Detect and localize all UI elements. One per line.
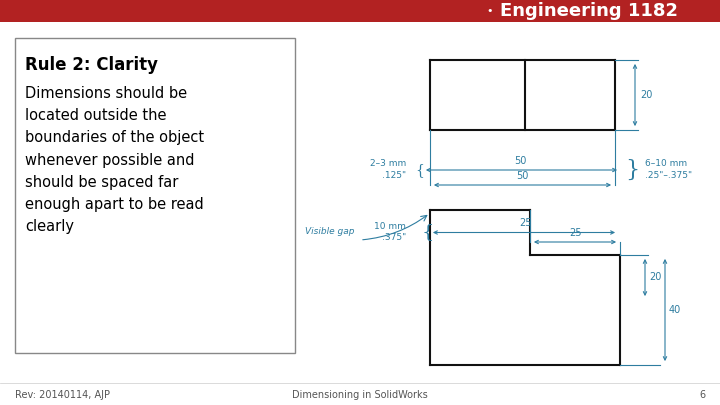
Text: 2–3 mm: 2–3 mm (370, 160, 406, 168)
Text: Visible gap: Visible gap (305, 228, 354, 237)
Text: 50: 50 (514, 156, 526, 166)
Text: {: { (422, 224, 434, 241)
Text: Dimensions should be
located outside the
boundaries of the object
whenever possi: Dimensions should be located outside the… (25, 86, 204, 234)
Text: Engineering 1182: Engineering 1182 (500, 2, 678, 20)
Text: 25: 25 (569, 228, 581, 238)
Text: 6: 6 (699, 390, 705, 400)
Text: Dimensioning in SolidWorks: Dimensioning in SolidWorks (292, 390, 428, 400)
Text: .375": .375" (382, 233, 406, 242)
Text: Rev: 20140114, AJP: Rev: 20140114, AJP (15, 390, 110, 400)
Text: 10 mm: 10 mm (374, 222, 406, 231)
Text: 20: 20 (640, 90, 652, 100)
Text: 25: 25 (518, 219, 531, 228)
Text: {: { (415, 163, 424, 177)
Text: 6–10 mm: 6–10 mm (645, 158, 687, 168)
Text: •: • (487, 6, 493, 16)
Text: 40: 40 (669, 305, 681, 315)
Text: .25"–.375": .25"–.375" (645, 171, 692, 179)
Text: .125": .125" (382, 171, 406, 179)
Bar (15, 38, 295, 353)
Text: 20: 20 (649, 273, 662, 283)
Text: 50: 50 (516, 171, 528, 181)
Bar (0, 0, 720, 22)
Text: Rule 2: Clarity: Rule 2: Clarity (25, 56, 158, 74)
Text: }: } (625, 159, 639, 181)
